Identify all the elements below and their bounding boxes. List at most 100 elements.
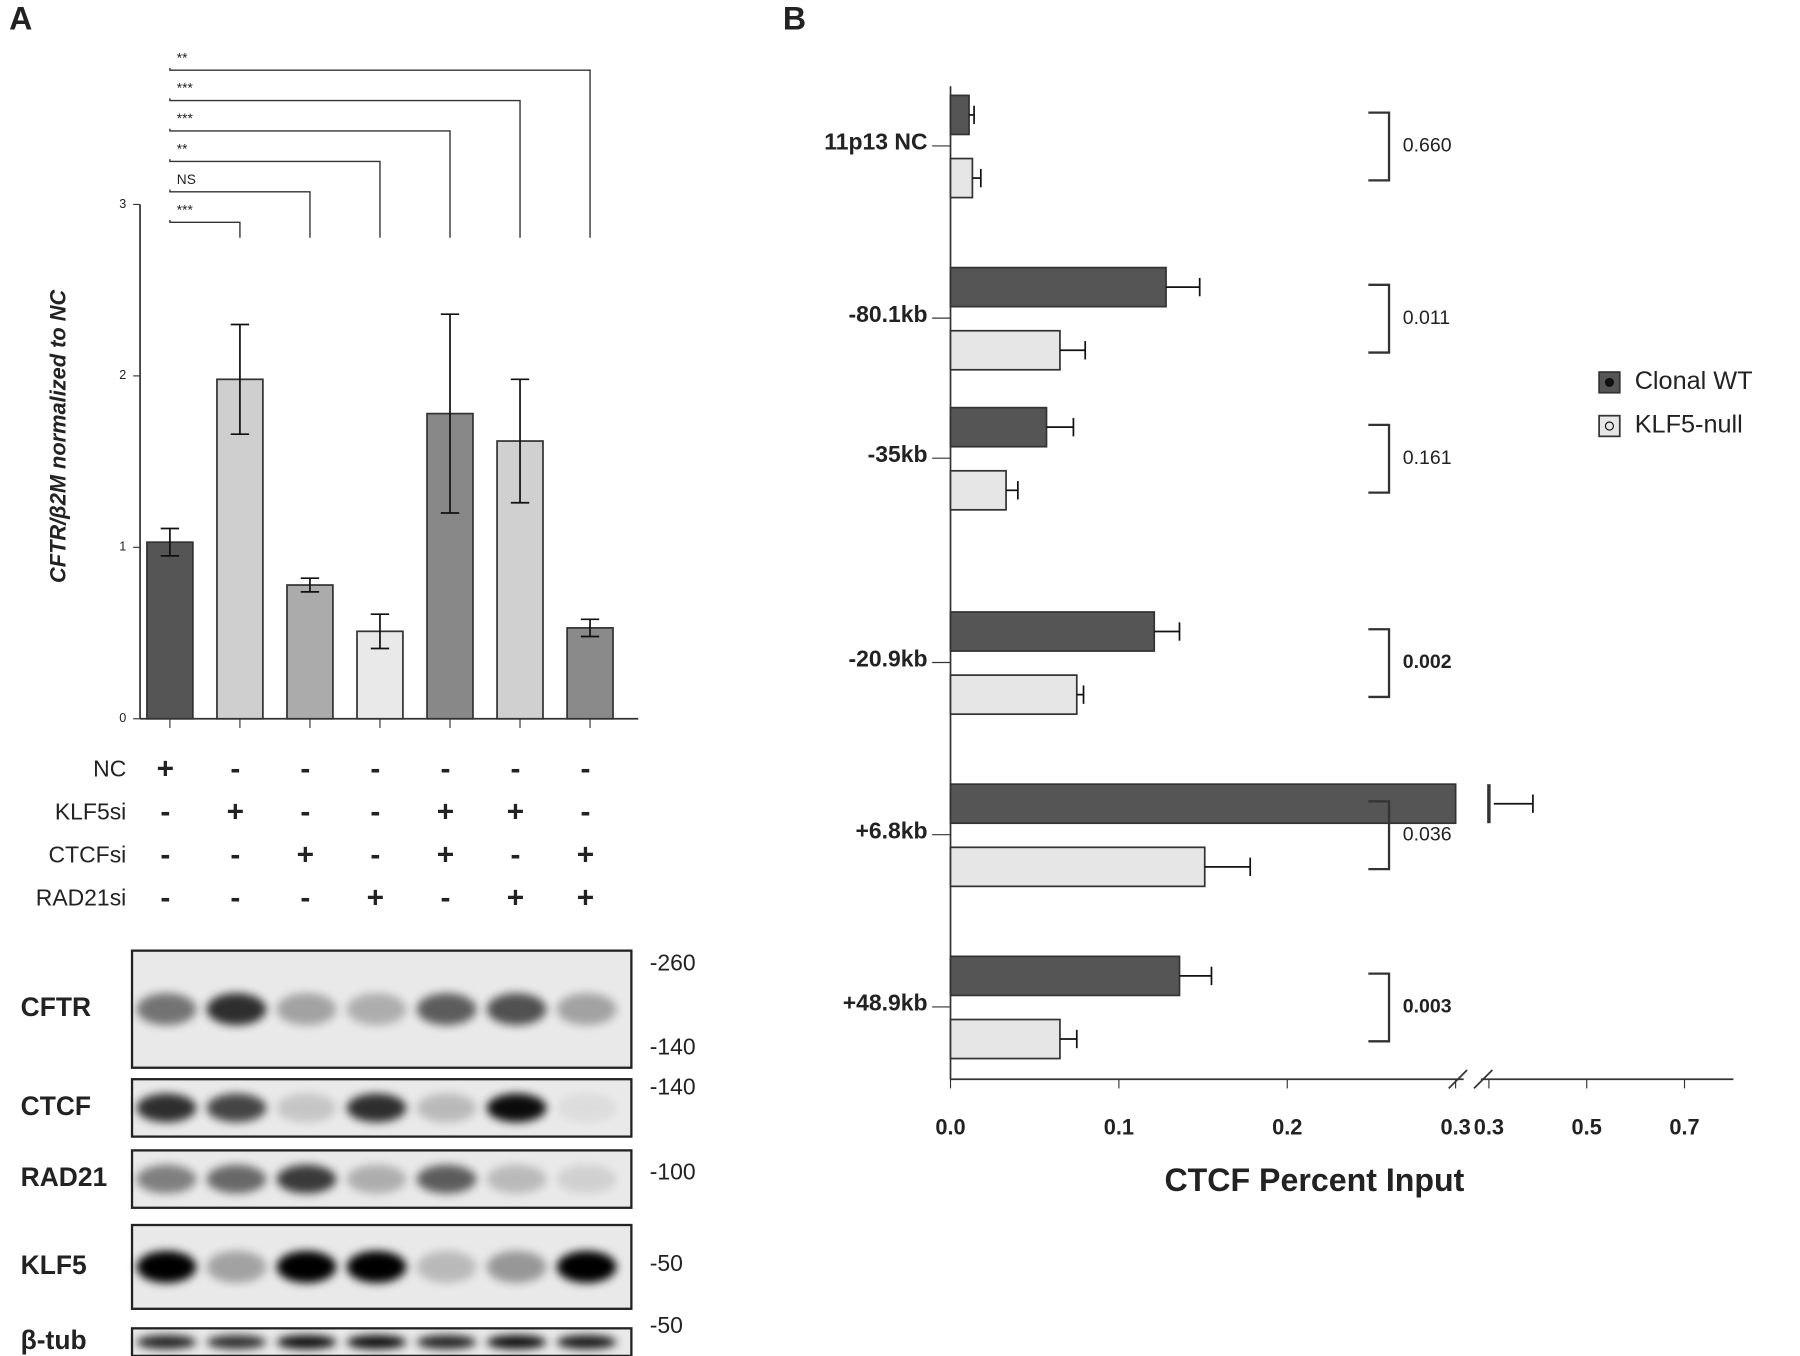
blot-band [416,1335,477,1349]
bar [216,378,264,720]
y-axis-label: CFTR/β2M normalized to NC [45,289,70,583]
treatment-mark: + [437,795,454,828]
legend-label: Clonal WT [1635,367,1753,395]
pvalue-label: 0.011 [1403,307,1450,329]
treatment-mark: - [440,881,450,914]
bar [949,674,1078,716]
blot-marker: -140 [650,1073,696,1099]
bar [949,611,1156,652]
x-tick-label: 0.7 [1669,1114,1699,1139]
legend-dot [1604,377,1615,387]
treatment-mark: - [510,838,520,871]
significance-label: *** [177,111,194,126]
treatment-mark: - [370,838,380,871]
blot-band [206,1335,267,1349]
blot-band [346,1335,407,1349]
treatment-mark: - [300,881,310,914]
treatment-mark: + [577,881,594,914]
pvalue-label: 0.161 [1403,447,1452,469]
blot-band [416,1164,477,1194]
treatment-mark: - [160,881,170,914]
bar [949,955,1181,997]
treatment-mark: - [230,881,240,914]
blot-band [556,1250,617,1283]
treatment-mark: + [367,881,384,914]
axis-break [1448,1069,1493,1090]
blot-band [556,1335,617,1349]
blot-band [346,1250,407,1283]
blot-marker: -260 [650,949,696,975]
treatment-mark: - [440,752,450,785]
treatment-mark: - [370,795,380,828]
treatment-mark: - [580,752,590,785]
y-tick-label: 3 [119,197,126,211]
treatment-mark: + [297,838,314,871]
bar [949,406,1048,448]
blot-band [206,1164,267,1194]
blot-band [206,1250,267,1283]
pvalue-label: 0.660 [1403,135,1452,157]
legend-dot [1604,421,1615,431]
significance-label: *** [177,81,194,96]
bar [146,541,194,720]
treatment-mark: - [230,838,240,871]
y-tick-label: -35kb [868,441,928,467]
treatment-mark: + [507,795,524,828]
blot-band [346,993,407,1026]
blot-band [486,1164,547,1194]
pvalue-bracket [1368,111,1391,182]
blot-band [486,1093,547,1123]
treatment-mark: - [160,795,170,828]
panel-label: B [783,0,806,36]
treatment-name: CTCFsi [49,842,127,868]
significance-label: *** [177,202,194,217]
x-tick-label: 0.3 [1474,1114,1504,1139]
blot-band [346,1164,407,1194]
blot-label: RAD21 [21,1162,108,1192]
y-tick-label: 2 [119,368,126,382]
blot-band [206,1093,267,1123]
bar [949,783,1457,825]
blot-marker: -50 [650,1250,683,1276]
blot-band [136,993,197,1026]
y-tick-label: -20.9kb [848,645,927,671]
pvalue-bracket [1368,800,1391,871]
blot-band [136,1335,197,1349]
significance-bracket [169,219,241,238]
pvalue-label: 0.003 [1403,996,1452,1018]
blot-label: CFTR [21,992,91,1022]
treatment-mark: + [507,881,524,914]
treatment-name: KLF5si [55,799,126,825]
treatment-mark: - [300,752,310,785]
treatment-name: NC [93,755,126,781]
treatment-mark: + [437,838,454,871]
bar [949,94,970,136]
pvalue-bracket [1368,423,1391,494]
treatment-name: RAD21si [36,885,127,911]
treatment-mark: - [300,795,310,828]
treatment-mark: + [577,838,594,871]
significance-label: ** [177,50,188,65]
x-axis-label: CTCF Percent Input [1164,1162,1464,1198]
blot-band [416,1250,477,1283]
y-tick-label: 11p13 NC [824,129,927,155]
y-tick-label: +6.8kb [855,817,927,843]
panel-label: A [9,0,32,36]
treatment-mark: + [227,795,244,828]
blot-band [556,1164,617,1194]
legend-swatch [1598,414,1621,438]
blot-marker: -50 [650,1312,683,1338]
bar [949,469,1007,511]
blot-band [276,1250,337,1283]
pvalue-bracket [1368,628,1391,699]
blot-band [276,1164,337,1194]
legend-label: KLF5-null [1635,411,1743,439]
bar [286,584,334,720]
significance-bracket [169,98,521,238]
blot-band [206,993,267,1026]
treatment-mark: - [370,752,380,785]
x-tick-label: 0.0 [935,1114,965,1139]
treatment-mark: - [580,795,590,828]
bar [949,329,1061,371]
blot-band [556,1093,617,1123]
